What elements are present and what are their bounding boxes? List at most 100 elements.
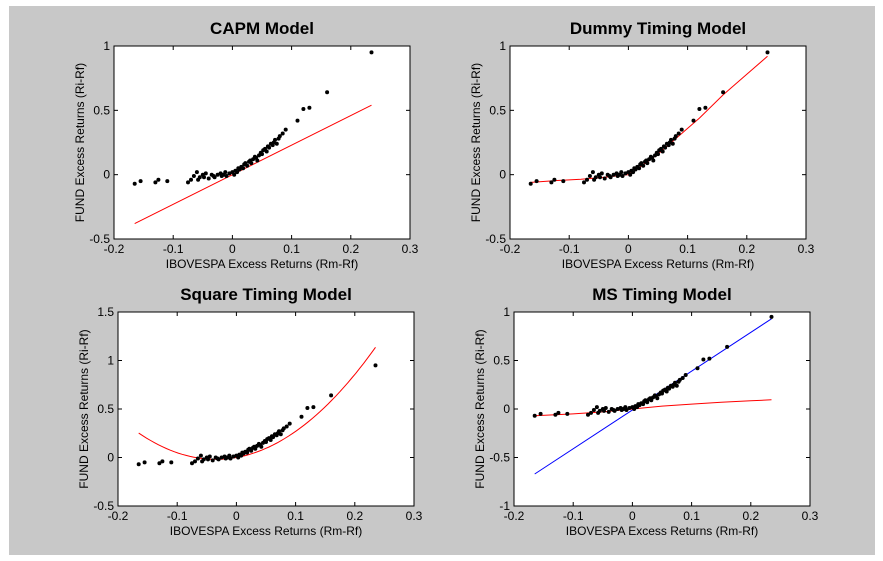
- x-tick-label: 0: [629, 509, 636, 523]
- data-point: [186, 180, 190, 185]
- data-point: [138, 179, 143, 184]
- x-axis-label: IBOVESPA Excess Returns (Rm-Rf): [566, 524, 759, 538]
- chart-title: Dummy Timing Model: [570, 19, 746, 38]
- y-tick-label: 0: [499, 168, 506, 182]
- data-point: [679, 127, 684, 132]
- data-point: [620, 174, 625, 178]
- data-point: [670, 141, 675, 146]
- x-axis-label: IBOVESPA Excess Returns (Rm-Rf): [170, 524, 363, 538]
- x-tick-label: 0.1: [283, 242, 300, 256]
- y-tick-label: 1: [499, 39, 506, 53]
- data-point: [305, 406, 310, 410]
- data-point: [585, 177, 589, 182]
- y-tick-label: 0.5: [97, 402, 114, 416]
- data-point: [769, 314, 774, 319]
- x-tick-label: -0.2: [108, 509, 129, 523]
- y-tick-label: 1: [107, 354, 114, 368]
- y-axis-label: FUND Excess Returns (Ri-Rf): [73, 63, 87, 222]
- x-tick-label: -0.2: [504, 509, 525, 523]
- y-tick-label: -0.5: [485, 232, 506, 246]
- data-point: [307, 105, 312, 110]
- data-point: [631, 170, 636, 175]
- fit-line: [134, 104, 372, 225]
- data-point: [619, 170, 624, 175]
- data-point: [227, 171, 232, 176]
- data-point: [623, 171, 628, 176]
- data-point: [703, 105, 708, 110]
- data-point: [587, 174, 592, 178]
- data-point: [228, 456, 233, 461]
- data-point: [232, 172, 237, 177]
- x-tick-label: 0.2: [346, 509, 363, 523]
- data-point: [534, 179, 539, 184]
- data-point: [202, 175, 206, 180]
- data-point: [641, 163, 646, 168]
- data-point: [553, 412, 558, 417]
- data-point: [210, 458, 215, 463]
- data-point: [624, 408, 629, 412]
- x-tick-label: 0.3: [406, 509, 423, 523]
- data-point: [253, 446, 258, 451]
- data-point: [611, 172, 616, 177]
- x-tick-label: -0.1: [163, 242, 184, 256]
- data-point: [157, 461, 162, 466]
- data-point: [274, 141, 279, 146]
- data-point: [667, 386, 672, 391]
- data-point: [677, 377, 682, 382]
- data-point: [606, 409, 611, 414]
- y-tick-label: 0.5: [93, 103, 110, 117]
- data-point: [206, 176, 211, 181]
- subplot-2: -0.2 -0.1 0 0.1 0.2 0.3 -0.5 0 0.5 1 Dummy Timing …: [469, 19, 815, 271]
- data-point: [212, 175, 217, 180]
- data-point: [656, 152, 660, 157]
- data-point: [669, 137, 673, 142]
- subplot-4: -0.2 -0.1 0 0.1 0.2 0.3 -1 -0.5 0 0.5 1 MS Timing M…: [473, 285, 819, 538]
- data-point: [538, 411, 543, 416]
- y-axis-label: FUND Excess Returns (Ri-Rf): [469, 63, 483, 222]
- x-tick-label: 0.2: [742, 509, 759, 523]
- data-point: [160, 459, 165, 464]
- data-point: [132, 181, 137, 186]
- chart-title: CAPM Model: [210, 19, 314, 38]
- y-tick-label: -0.5: [93, 499, 114, 513]
- data-point: [590, 170, 595, 175]
- data-point: [608, 175, 613, 180]
- data-point: [725, 344, 730, 349]
- y-tick-label: 1.5: [97, 305, 114, 319]
- y-tick-label: -0.5: [489, 451, 510, 465]
- x-tick-label: -0.1: [559, 242, 580, 256]
- data-point: [193, 459, 197, 464]
- x-tick-label: 0.1: [679, 242, 696, 256]
- y-tick-label: -0.5: [89, 232, 110, 246]
- data-point: [223, 170, 228, 175]
- data-point: [216, 457, 221, 462]
- data-point: [676, 131, 681, 136]
- data-point: [556, 410, 561, 415]
- data-point: [259, 444, 264, 449]
- data-point: [565, 411, 570, 416]
- x-tick-label: -0.1: [563, 509, 584, 523]
- y-tick-label: 1: [503, 305, 510, 319]
- data-point: [277, 429, 281, 434]
- data-point: [295, 118, 300, 123]
- data-point: [655, 396, 660, 401]
- y-tick-label: 0.5: [493, 354, 510, 368]
- data-point: [245, 163, 250, 168]
- data-point: [235, 170, 240, 175]
- data-point: [165, 179, 170, 184]
- data-point: [721, 90, 726, 95]
- data-point: [311, 405, 316, 410]
- data-point: [194, 170, 199, 175]
- x-tick-label: 0.3: [402, 242, 419, 256]
- x-tick-label: -0.1: [167, 509, 188, 523]
- data-point: [707, 356, 712, 361]
- data-point: [593, 175, 598, 180]
- x-tick-label: 0.1: [287, 509, 304, 523]
- data-point: [215, 172, 220, 177]
- data-point: [277, 134, 282, 139]
- data-point: [281, 426, 286, 431]
- data-point: [203, 171, 208, 176]
- data-point: [603, 406, 608, 410]
- y-tick-label: 0: [103, 168, 110, 182]
